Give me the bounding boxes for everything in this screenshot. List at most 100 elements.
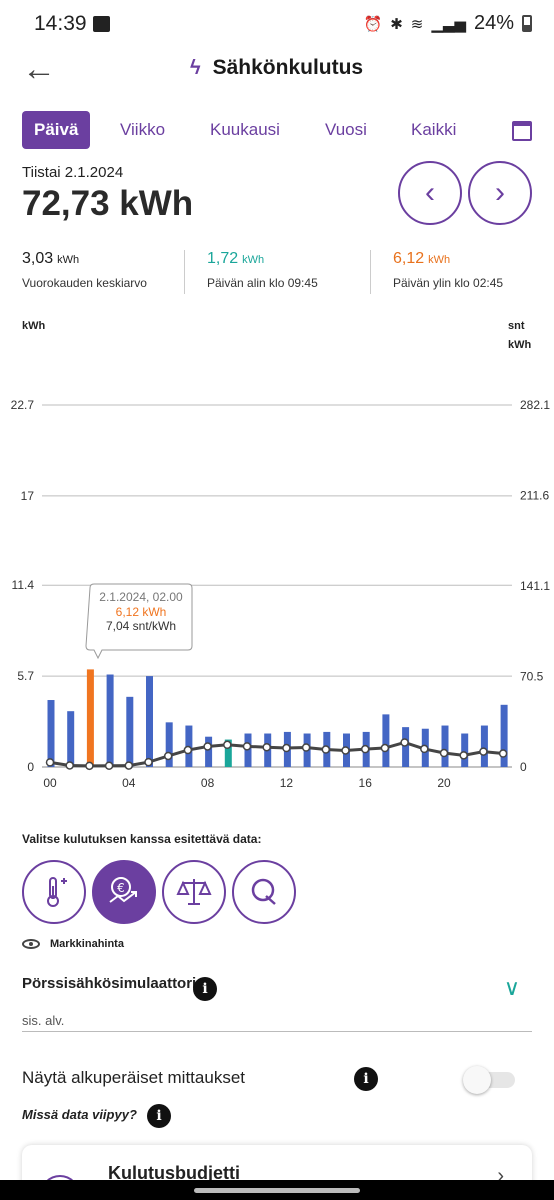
consumption-bar [86,669,94,767]
price-line [49,740,504,768]
stat-max-value: 6,12 kWh [393,250,503,268]
data-options-label: Valitse kulutuksen kanssa esitettävä dat… [22,832,262,846]
price-point [45,758,55,767]
signal-icon: ▁▃▅ [431,15,466,33]
status-bar: 14:39 ⏰ ✱ ≋ ▁▃▅ 24% [0,0,554,48]
price-point [360,744,370,754]
consumption-bar [441,725,449,767]
x-tick-label: 16 [359,776,373,790]
scale-icon [176,879,212,905]
consumption-bar [126,696,134,767]
x-tick-label: 04 [122,776,136,790]
dropdown-underline [22,1031,532,1032]
right-tick-label: 70.5 [520,670,544,684]
stat-min-unit: kWh [242,254,265,266]
chart-legend: Markkinahinta [22,938,124,950]
price-point [144,757,153,767]
next-button[interactable]: › [468,161,532,225]
x-tick-label: 12 [280,776,294,790]
left-tick-label: 5.7 [17,669,34,683]
app-bar: ← ϟ Sähkönkulutus [0,48,554,92]
page-title: Sähkönkulutus [212,56,364,79]
q-icon [251,878,276,905]
temperature-button[interactable] [22,860,86,924]
calendar-icon[interactable] [512,121,532,141]
market-price-button[interactable]: € [92,860,156,924]
price-point [183,745,193,755]
home-gesture-bar[interactable] [194,1188,360,1193]
left-axis-title: kWh [22,320,46,332]
stat-divider [370,250,371,294]
quality-button[interactable] [232,860,296,924]
back-arrow-icon[interactable]: ← [22,50,56,88]
right-axis-title: snt [508,320,525,332]
stat-average-value: 3,03 kWh [22,250,147,268]
stat-average-label: Vuorokauden keskiarvo [22,276,147,290]
simulator-label: Pörssisähkösimulaattori [22,975,197,992]
original-measurements-toggle[interactable] [463,1066,515,1094]
simulator-dropdown[interactable]: Pörssisähkösimulaattori i ∨ sis. alv. [22,975,532,1032]
price-point [262,742,271,752]
price-point [420,744,429,754]
left-tick-label: 22.7 [11,398,35,412]
price-point [498,749,508,758]
price-point [242,742,252,751]
price-point [400,738,409,747]
price-point [65,761,74,770]
left-tick-label: 0 [27,760,34,774]
tab-all[interactable]: Kaikki [411,120,457,139]
tooltip-price: 7,04 snt/kWh [106,619,176,633]
gallery-notification-icon [93,16,110,32]
price-point [282,743,291,753]
comparison-button[interactable] [162,860,226,924]
consumption-chart[interactable]: kWh snt kWh 0 5.7 11.4 17 22.7 0 70.5 141.1 211.6 28… [0,310,554,795]
info-icon[interactable]: i [354,1067,378,1091]
battery-percent: 24% [473,12,514,34]
battery-icon [522,15,532,32]
tooltip-value: 6,12 kWh [116,605,167,619]
right-tick-label: 282.1 [520,398,550,412]
right-tick-label: 141.1 [520,579,550,593]
consumption-bar [205,736,213,767]
tooltip-date: 2.1.2024, 02.00 [99,590,183,604]
eye-icon[interactable] [22,939,40,949]
svg-text:€: € [117,881,125,895]
tab-month[interactable]: Kuukausi [210,120,280,139]
bluetooth-icon: ✱ [390,15,403,33]
consumption-bar [165,722,173,767]
price-point [301,743,311,752]
budget-title: Kulutusbudjetti [108,1163,240,1183]
tab-year[interactable]: Vuosi [325,120,367,139]
previous-button[interactable]: ‹ [398,161,462,225]
data-delay-link[interactable]: Missä data viipyy? [22,1107,137,1122]
info-icon[interactable]: i [147,1104,171,1128]
price-point [439,748,449,758]
legend-label: Markkinahinta [50,938,124,950]
price-point [163,751,173,761]
price-point [479,747,488,756]
price-point [341,746,350,755]
status-icons: ⏰ ✱ ≋ ▁▃▅ 24% [364,12,532,35]
price-point [104,761,114,770]
lightning-icon: ϟ [190,56,201,79]
consumption-bar [224,739,232,767]
price-point [321,745,331,754]
info-icon[interactable]: i [193,977,217,1001]
stat-divider [184,250,185,294]
alarm-icon: ⏰ [363,15,383,33]
simulator-value: sis. alv. [22,1013,65,1028]
stat-average-unit: kWh [57,254,80,266]
tab-day[interactable]: Päivä [22,111,91,149]
x-tick-label: 00 [43,776,57,790]
consumption-bar [146,676,153,767]
chevron-down-icon[interactable]: ∨ [503,975,520,1000]
tab-week[interactable]: Viikko [120,120,166,139]
original-measurements-label: Näytä alkuperäiset mittaukset [22,1068,245,1087]
price-point [85,761,94,771]
stat-max: 6,12 kWh Päivän ylin klo 02:45 [393,250,503,290]
tooltip-box [85,583,193,660]
x-tick-label: 20 [437,776,451,790]
consumption-bar [480,725,488,767]
consumption-bar [47,700,55,767]
stat-average-number: 3,03 [22,250,54,267]
